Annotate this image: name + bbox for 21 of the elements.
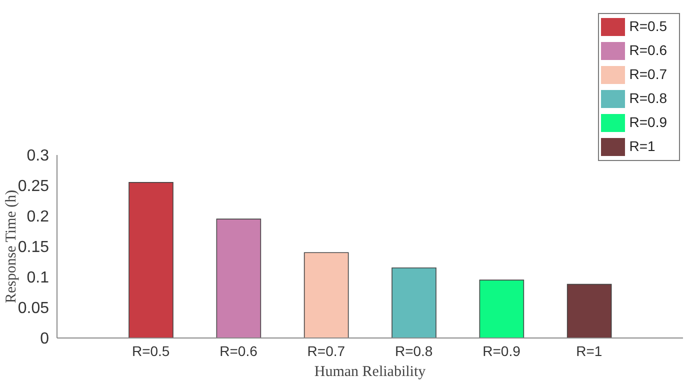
legend-label: R=0.6 <box>629 42 667 58</box>
legend-label: R=1 <box>629 138 656 154</box>
y-tick-label: 0.1 <box>26 270 50 287</box>
x-tick-label: R=1 <box>576 342 602 359</box>
y-tick-label: 0.05 <box>18 300 50 318</box>
x-tick-label: R=0.7 <box>307 342 346 359</box>
y-tick-label: 0.25 <box>18 178 50 196</box>
x-axis-title: Human Reliability <box>314 364 426 380</box>
x-tick-label: R=0.6 <box>220 342 258 359</box>
legend-label: R=0.8 <box>629 90 667 106</box>
x-tick-label: R=0.5 <box>132 342 170 359</box>
legend-label: R=0.5 <box>629 18 667 34</box>
legend-label: R=0.9 <box>629 114 667 130</box>
y-axis-title: Response Time (h) <box>3 190 20 304</box>
legend-label: R=0.7 <box>629 66 667 82</box>
y-tick-label: 0 <box>40 330 50 348</box>
x-tick-label: R=0.8 <box>394 342 433 359</box>
y-tick-label: 0.3 <box>26 148 50 165</box>
y-tick-label: 0.2 <box>26 208 50 226</box>
y-tick-label: 0.15 <box>18 239 50 256</box>
x-tick-label: R=0.9 <box>482 342 521 359</box>
